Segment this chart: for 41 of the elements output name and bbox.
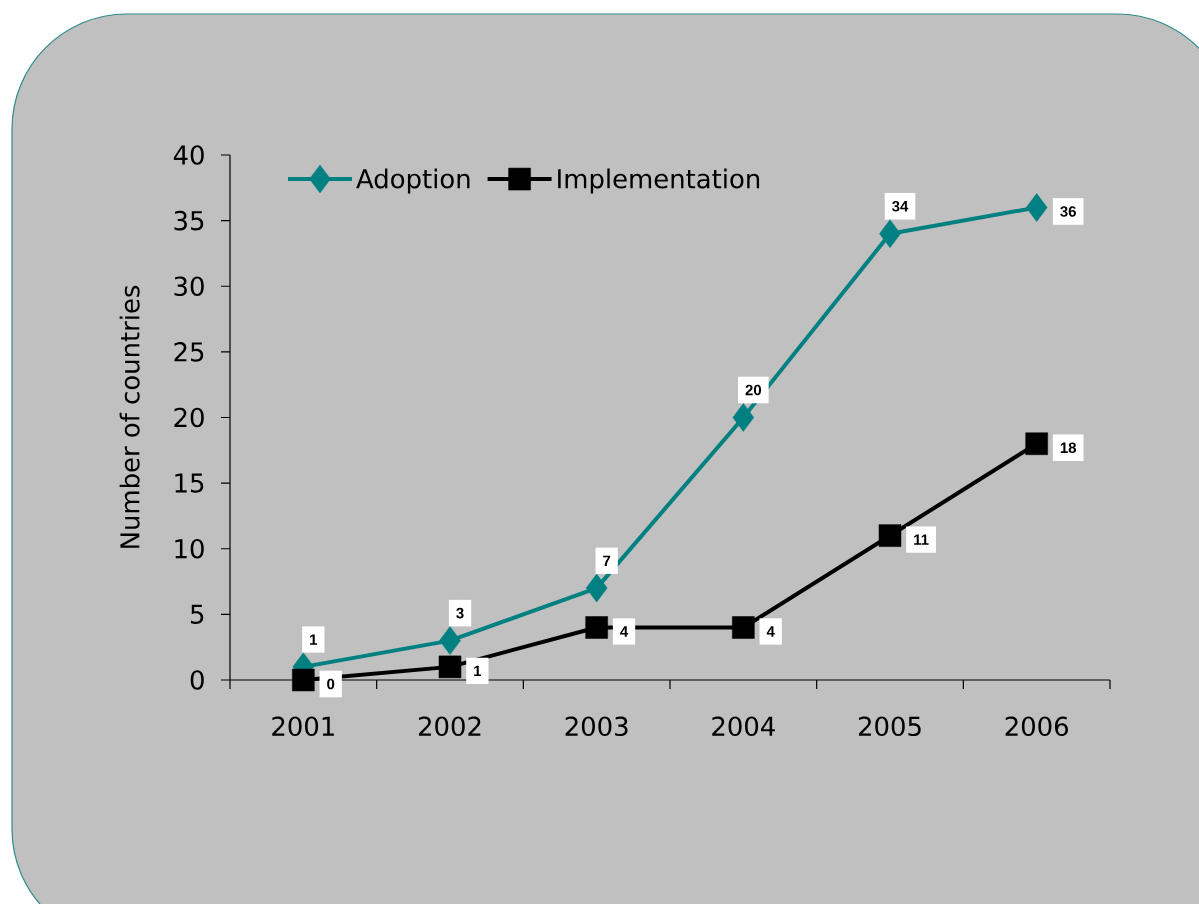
data-label: 1 (310, 634, 318, 645)
y-tick-label: 40 (173, 145, 204, 165)
point (585, 573, 608, 603)
point (439, 626, 461, 655)
point (878, 524, 902, 547)
point (1025, 432, 1048, 455)
point (732, 403, 755, 432)
y-tick-label: 25 (174, 342, 204, 362)
y-tick-label: 15 (175, 473, 204, 493)
data-label: 36 (1060, 206, 1076, 217)
data-label: 4 (620, 626, 629, 637)
data-label: 11 (914, 534, 929, 545)
y-tick-label: 30 (174, 276, 204, 297)
y-tick-label: 35 (174, 210, 204, 231)
y-tick-label: 5 (191, 604, 204, 624)
point (438, 655, 462, 679)
data-label: 4 (766, 626, 775, 637)
point (1025, 193, 1048, 222)
data-label: 7 (603, 555, 611, 566)
x-tick-label: 2002 (418, 716, 481, 737)
data-label: 1 (474, 665, 482, 677)
point (879, 219, 901, 248)
point (585, 616, 608, 639)
data-label: 20 (745, 384, 762, 396)
data-label: 0 (327, 678, 335, 690)
point (292, 668, 315, 692)
data-label: 18 (1060, 442, 1077, 454)
x-tick-label: 2003 (565, 716, 628, 737)
legend-label: Adoption (356, 168, 470, 194)
y-tick-label: 0 (190, 670, 204, 690)
x-tick-label: 2004 (712, 716, 775, 737)
y-tick-label: 10 (175, 538, 204, 559)
x-tick-label: 2001 (272, 716, 334, 737)
data-label: 34 (892, 200, 909, 212)
y-axis-title: Number of countries (119, 285, 140, 548)
legend-label: Implementation (558, 168, 760, 194)
point (732, 616, 755, 639)
data-label: 3 (456, 607, 464, 619)
y-tick-label: 20 (174, 407, 204, 428)
x-tick-label: 2005 (858, 716, 921, 737)
x-tick-label: 2006 (1005, 716, 1068, 737)
